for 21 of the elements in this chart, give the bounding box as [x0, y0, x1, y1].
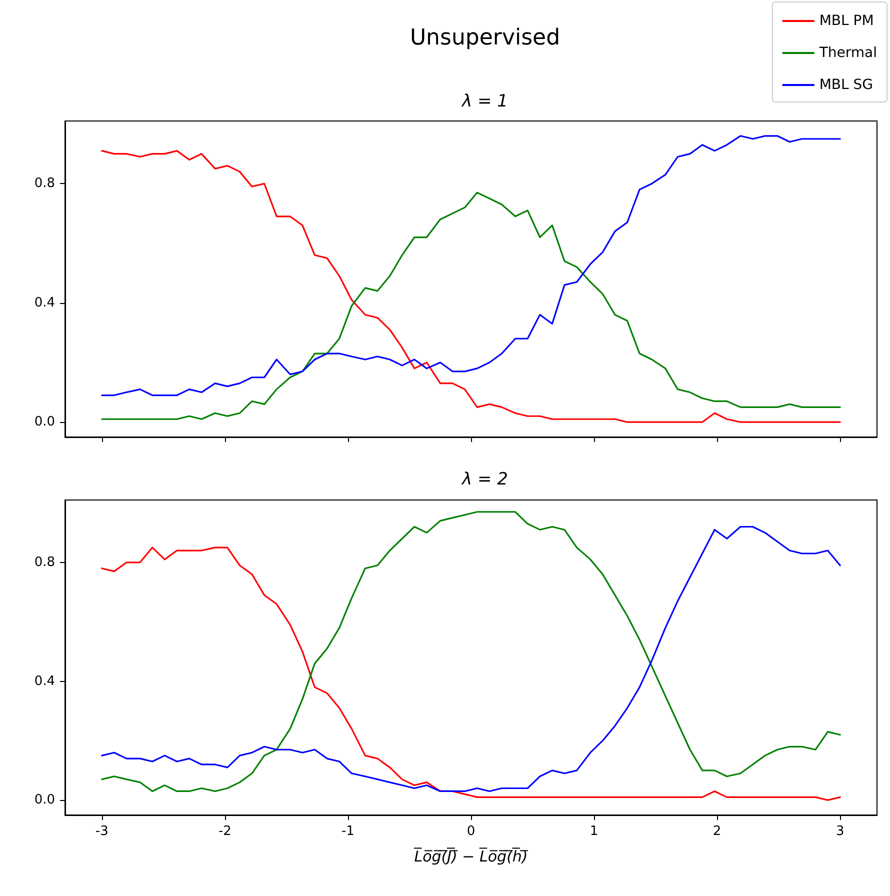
y-tick-label: 0.4 — [34, 295, 55, 310]
legend-label: MBL PM — [819, 13, 874, 29]
x-tick-label: -3 — [95, 824, 108, 839]
chart-title: λ = 2 — [461, 470, 508, 490]
chart-title: Unsupervised — [410, 26, 560, 50]
y-tick-label: 0.8 — [34, 554, 55, 570]
x-tick-label: -1 — [341, 824, 354, 839]
legend-label: Thermal — [818, 45, 877, 61]
line-series — [101, 192, 841, 420]
x-tick-label: 2 — [712, 824, 722, 839]
x-tick-label: -2 — [218, 824, 232, 839]
x-axis-title: L̅o̅g̅(̅J̅)̅ − L̅o̅g̅(̅h̅)̅ — [414, 846, 529, 866]
x-tick-label: 0 — [466, 824, 476, 839]
y-tick-label: 0.4 — [34, 674, 55, 689]
chart-subtitle: λ = 1 — [461, 92, 508, 112]
y-tick-label: 0.8 — [34, 176, 55, 192]
legend-label: MBL SG — [819, 77, 874, 93]
x-tick-label: 3 — [836, 824, 844, 839]
y-tick-label: 0.0 — [34, 792, 55, 808]
x-tick-label: 1 — [590, 824, 598, 839]
y-tick-label: 0.0 — [34, 414, 55, 430]
